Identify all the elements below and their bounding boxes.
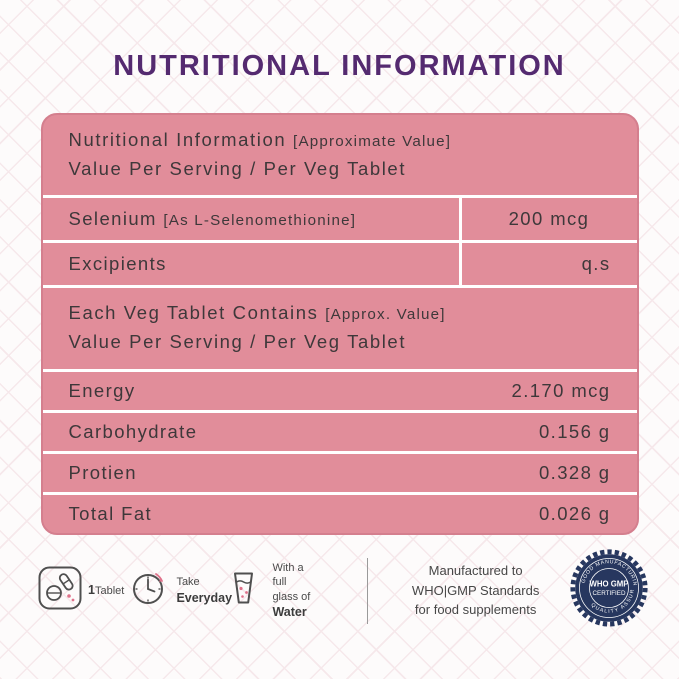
- table-row-energy: Energy 2.170 mcg: [42, 368, 637, 410]
- manufactured-note: Manufactured to WHO|GMP Standards for fo…: [398, 561, 553, 620]
- table-header-title: Nutritional Information: [68, 129, 287, 150]
- water-glass-icon: [222, 566, 266, 615]
- water-line2: glass of: [272, 590, 311, 603]
- table-subheader: Each Veg Tablet Contains [Approx. Value]…: [42, 285, 637, 368]
- tablet-pills-icon: [38, 566, 82, 615]
- seal-center-line2: CERTIFIED: [593, 590, 626, 597]
- row-value: 0.156 g: [538, 420, 611, 442]
- row-label: Carbohydrate: [68, 420, 198, 442]
- table-header-subtitle: Value Per Serving / Per Veg Tablet: [68, 157, 407, 179]
- usage-footer: 1Tablet Take Everyday: [38, 544, 649, 633]
- table-header-bracket: [Approximate Value]: [293, 133, 452, 150]
- water-line1: With a full: [272, 561, 304, 589]
- row-label: Energy: [68, 379, 136, 401]
- table-header: Nutritional Information [Approximate Val…: [43, 115, 637, 195]
- tablet-label: Tablet: [94, 585, 125, 598]
- water-line3: Water: [272, 604, 307, 619]
- usage-item-everyday: Take Everyday: [126, 566, 232, 615]
- usage-text-tablet: 1Tablet: [88, 582, 124, 598]
- table-row-excipients: Excipients q.s: [42, 240, 637, 286]
- table-subheader-title: Each Veg Tablet Contains: [68, 302, 319, 324]
- row-value: 0.328 g: [538, 461, 611, 483]
- table-header-line1: Nutritional Information [Approximate Val…: [69, 126, 611, 155]
- row-label: Excipients: [68, 253, 167, 275]
- nutrient-name: Selenium: [68, 208, 157, 230]
- row-label: Total Fat: [68, 502, 153, 524]
- nutrient-bracket: [As L-Selenomethionine]: [163, 212, 357, 230]
- who-gmp-seal: GOOD MANUFACTURING PRACTICE QUALITY ASSU…: [566, 544, 649, 633]
- table-row-selenium: Selenium [As L-Selenomethionine] 200 mcg: [42, 195, 637, 241]
- manufactured-line2: WHO|GMP Standards: [411, 582, 540, 598]
- table-row-total-fat: Total Fat 0.026 g: [42, 491, 637, 533]
- row-label: Protien: [68, 461, 137, 483]
- table-subheader-line1: Each Veg Tablet Contains [Approx. Value]: [69, 299, 611, 328]
- clock-icon: [126, 566, 170, 615]
- usage-item-water: With a full glass of Water: [222, 561, 310, 620]
- clock-line2: Everyday: [176, 590, 233, 605]
- manufactured-line1: Manufactured to: [428, 563, 523, 579]
- footer-divider: [366, 557, 369, 624]
- row-value: 200 mcg: [458, 198, 637, 241]
- table-row-protien: Protien 0.328 g: [42, 450, 637, 492]
- row-value: q.s: [458, 243, 637, 286]
- row-value: 2.170 mcg: [511, 379, 611, 401]
- table-subheader-subtitle: Value Per Serving / Per Veg Tablet: [68, 331, 407, 353]
- usage-text-everyday: Take Everyday: [176, 575, 232, 606]
- table-row-carbohydrate: Carbohydrate 0.156 g: [42, 409, 637, 451]
- manufactured-line3: for food supplements: [414, 602, 537, 618]
- nutrition-table: Nutritional Information [Approximate Val…: [40, 113, 639, 535]
- seal-center-line1: WHO GMP: [590, 580, 629, 589]
- usage-item-tablet: 1Tablet: [38, 566, 126, 615]
- tablet-quantity: 1: [88, 583, 95, 598]
- usage-text-water: With a full glass of Water: [272, 561, 310, 620]
- clock-line1: Take: [176, 576, 200, 589]
- page-title: NUTRITIONAL INFORMATION: [113, 50, 566, 82]
- table-subheader-bracket: [Approx. Value]: [325, 306, 446, 324]
- row-value: 0.026 g: [538, 502, 611, 524]
- row-label: Selenium [As L-Selenomethionine]: [43, 198, 459, 240]
